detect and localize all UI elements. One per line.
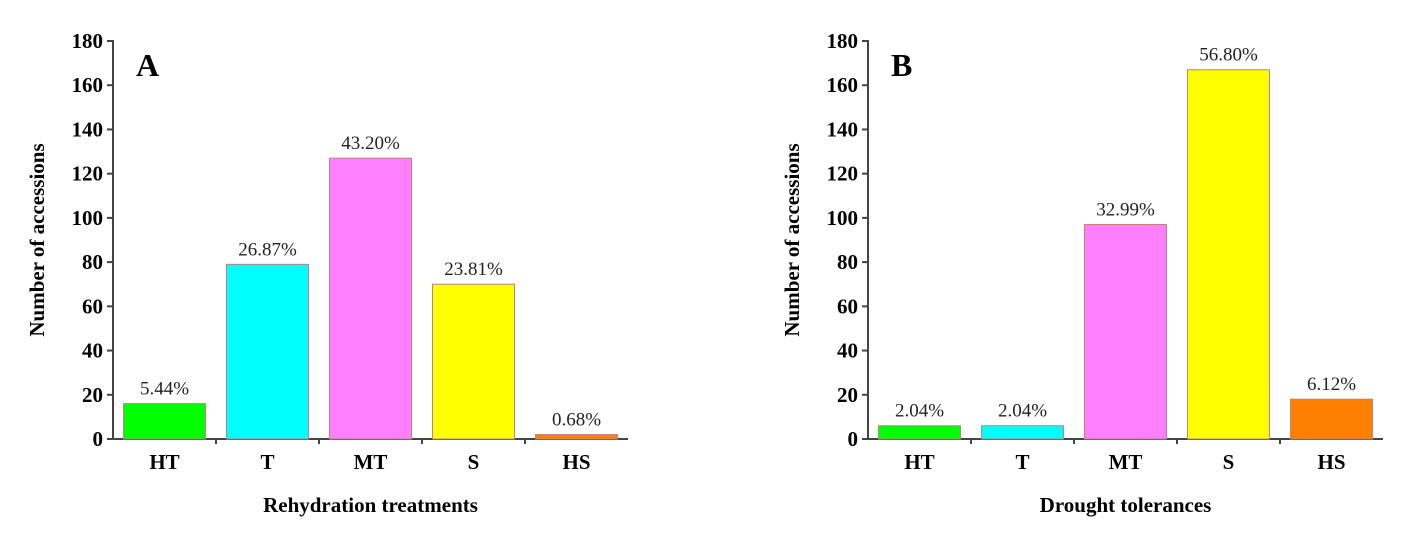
data-label: 5.44%	[140, 379, 189, 400]
data-label: 2.04%	[998, 401, 1047, 422]
y-tick-label: 60	[82, 294, 103, 318]
x-tick-label: HT	[149, 450, 179, 474]
y-tick-label: 20	[837, 383, 858, 407]
x-tick-label: HS	[1317, 450, 1345, 474]
bar-hs	[1290, 398, 1373, 440]
bar-s	[1187, 69, 1270, 440]
y-tick-label: 180	[72, 29, 104, 53]
x-axis-label: Rehydration treatments	[263, 493, 478, 517]
bar-ht	[878, 425, 961, 440]
x-tick-label: T	[1015, 450, 1029, 474]
x-tick-label: HT	[904, 450, 934, 474]
data-label: 23.81%	[444, 259, 503, 280]
data-label: 0.68%	[552, 410, 601, 431]
x-tick-label: HS	[562, 450, 590, 474]
data-label: 26.87%	[238, 239, 297, 260]
y-tick-label: 20	[82, 383, 103, 407]
data-label: 6.12%	[1307, 374, 1356, 395]
y-tick-label: 100	[72, 206, 104, 230]
y-tick-label: 80	[837, 250, 858, 274]
y-tick-label: 60	[837, 294, 858, 318]
y-tick-label: 80	[82, 250, 103, 274]
bar-t	[981, 425, 1064, 440]
x-tick-label: T	[260, 450, 274, 474]
y-tick-label: 0	[848, 427, 859, 451]
data-label: 56.80%	[1199, 45, 1258, 66]
bar-mt	[329, 157, 412, 440]
data-label: 32.99%	[1096, 200, 1155, 221]
y-tick-label: 160	[827, 73, 859, 97]
x-tick-label: MT	[1109, 450, 1143, 474]
data-label: 43.20%	[341, 133, 400, 154]
y-tick-label: 160	[72, 73, 104, 97]
bar-hs	[535, 434, 618, 440]
y-tick-label: 100	[827, 206, 859, 230]
bar-ht	[123, 403, 206, 440]
y-tick-label: 120	[72, 162, 104, 186]
y-axis-label: Number of accessions	[780, 143, 804, 336]
x-tick-label: S	[1223, 450, 1235, 474]
panel-label: B	[891, 47, 912, 83]
x-axis-label: Drought tolerances	[1040, 493, 1212, 517]
x-tick-label: S	[468, 450, 480, 474]
y-tick-label: 180	[827, 29, 859, 53]
y-tick-label: 140	[72, 117, 104, 141]
panel-label: A	[136, 47, 159, 83]
y-tick-label: 40	[837, 339, 858, 363]
y-tick-label: 140	[827, 117, 859, 141]
y-axis-label: Number of accessions	[25, 143, 49, 336]
bar-mt	[1084, 224, 1167, 440]
bar-t	[226, 263, 309, 440]
y-tick-label: 0	[93, 427, 104, 451]
bar-s	[432, 283, 515, 440]
y-tick-label: 120	[827, 162, 859, 186]
y-tick-label: 40	[82, 339, 103, 363]
x-tick-label: MT	[354, 450, 388, 474]
data-label: 2.04%	[895, 401, 944, 422]
